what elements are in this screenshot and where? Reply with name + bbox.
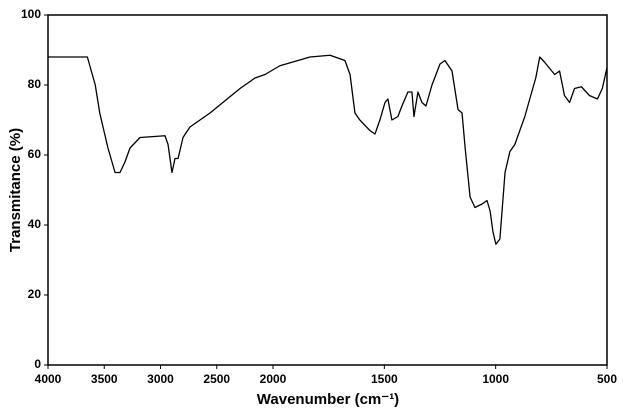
- x-tick-label: 1500: [371, 372, 398, 386]
- y-tick-label: 40: [28, 217, 42, 231]
- y-tick-label: 20: [28, 287, 42, 301]
- y-tick-label: 60: [28, 147, 42, 161]
- x-tick-label: 3000: [147, 372, 174, 386]
- x-tick-label: 2500: [203, 372, 230, 386]
- spectrum-line: [48, 54, 608, 245]
- x-tick-label: 1000: [482, 372, 509, 386]
- plot-frame: [47, 14, 608, 366]
- y-tick-label: 0: [34, 357, 41, 371]
- y-axis-title: Transmitance (%): [7, 128, 24, 252]
- x-tick-label: 4000: [35, 372, 62, 386]
- x-axis-title: Wavenumber (cm⁻¹): [257, 391, 399, 408]
- x-tick-label: 2000: [260, 372, 287, 386]
- x-tick-label: 500: [597, 372, 617, 386]
- x-tick-label: 3500: [91, 372, 118, 386]
- y-tick-label: 80: [28, 77, 42, 91]
- y-tick-label: 100: [21, 7, 41, 21]
